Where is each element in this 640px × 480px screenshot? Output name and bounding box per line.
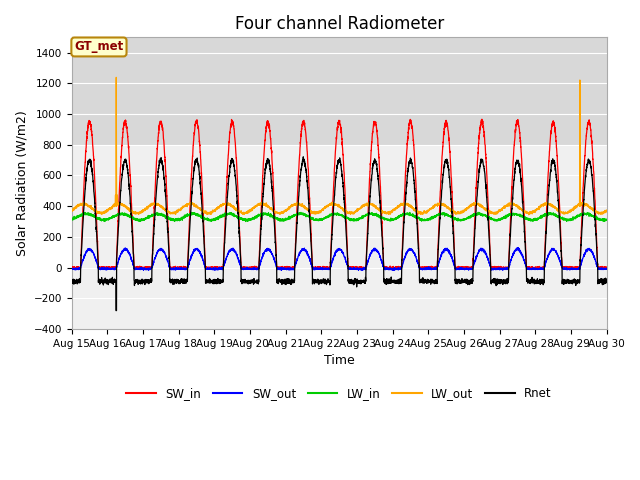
Legend: SW_in, SW_out, LW_in, LW_out, Rnet: SW_in, SW_out, LW_in, LW_out, Rnet — [122, 383, 557, 405]
Text: GT_met: GT_met — [74, 40, 124, 53]
X-axis label: Time: Time — [324, 354, 355, 367]
Bar — [72, 37, 607, 145]
Title: Four channel Radiometer: Four channel Radiometer — [234, 15, 444, 33]
Y-axis label: Solar Radiation (W/m2): Solar Radiation (W/m2) — [15, 110, 28, 256]
